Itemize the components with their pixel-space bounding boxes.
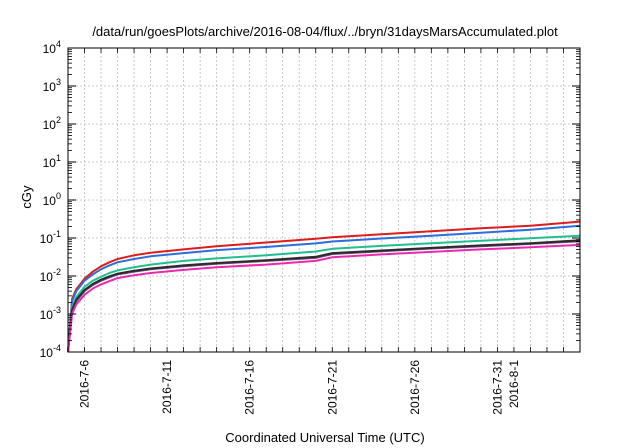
- axis-ticks: [68, 47, 580, 353]
- y-tick-exponent: -2: [53, 267, 61, 277]
- y-tick-label: 102: [43, 115, 61, 132]
- x-tick-labels: 2016-7-6 2016-7-11 2016-7-16 2016-7-21 2016-…: [78, 360, 521, 415]
- y-tick-label: 103: [43, 77, 61, 94]
- y-tick-exponent: -4: [53, 343, 61, 353]
- y-tick-label: 101: [43, 153, 61, 170]
- y-tick-exponent: 0: [56, 191, 61, 201]
- y-tick-base: 10: [43, 194, 57, 208]
- x-axis-label: Coordinated Universal Time (UTC): [225, 430, 424, 445]
- series-line: [67, 243, 581, 353]
- y-tick-label: 10-4: [40, 343, 61, 360]
- y-tick-exponent: 3: [56, 77, 61, 87]
- series-line: [67, 220, 581, 353]
- y-tick-exponent: 2: [56, 115, 61, 125]
- y-tick-label: 100: [43, 191, 61, 208]
- y-tick-base: 10: [43, 118, 57, 132]
- y-axis-label: cGy: [19, 185, 34, 209]
- y-tick-exponent: 4: [56, 39, 61, 49]
- x-tick-label: 2016-7-31: [490, 360, 504, 415]
- y-tick-base: 10: [43, 80, 57, 94]
- y-tick-base: 10: [40, 308, 54, 322]
- x-tick-label: 2016-7-26: [408, 360, 422, 415]
- y-tick-label: 104: [43, 39, 61, 56]
- y-tick-base: 10: [43, 156, 57, 170]
- y-tick-exponent: -3: [53, 305, 61, 315]
- y-tick-exponent: 1: [56, 153, 61, 163]
- y-tick-label: 10-3: [40, 305, 61, 322]
- chart-title: /data/run/goesPlots/archive/2016-08-04/f…: [92, 24, 558, 39]
- series-line: [67, 234, 581, 353]
- x-tick-label: 2016-7-6: [78, 360, 92, 408]
- x-tick-label: 2016-7-16: [243, 360, 257, 415]
- y-tick-label: 10-1: [40, 229, 61, 246]
- gridlines: [68, 48, 580, 352]
- y-tick-base: 10: [43, 42, 57, 56]
- y-tick-base: 10: [40, 346, 54, 360]
- series-line: [67, 224, 581, 353]
- x-tick-label: 2016-8-1: [507, 360, 521, 408]
- y-tick-base: 10: [40, 232, 54, 246]
- y-tick-label: 10-2: [40, 267, 61, 284]
- y-tick-base: 10: [40, 270, 54, 284]
- x-tick-label: 2016-7-11: [160, 360, 174, 414]
- series-line: [67, 239, 581, 353]
- x-tick-label: 2016-7-21: [325, 360, 339, 415]
- y-tick-exponent: -1: [53, 229, 61, 239]
- series-lines: [67, 220, 581, 353]
